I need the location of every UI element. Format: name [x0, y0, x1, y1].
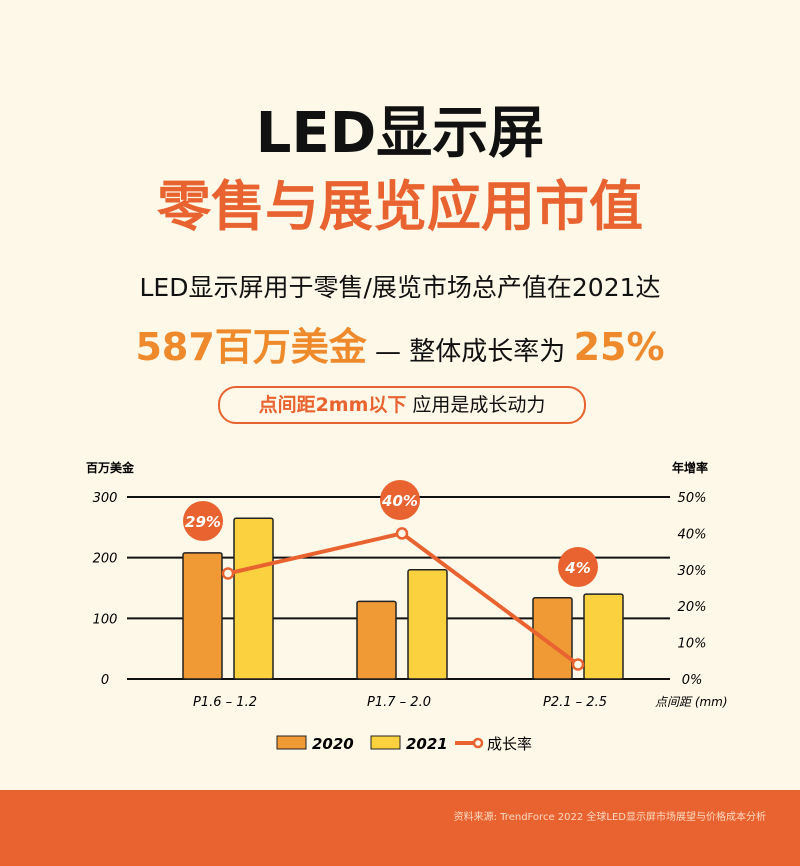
legend-label-2021: 2021 — [406, 735, 448, 753]
y-axis-label: 百万美金 — [86, 460, 135, 475]
growth-point — [395, 527, 409, 540]
y-tick-label: 0 — [101, 673, 109, 688]
y-tick-label: 100 — [93, 612, 118, 627]
bar-2020 — [356, 600, 397, 680]
market-value: 587百万美金 — [135, 325, 367, 369]
x-tick-label: P1.6 – 1.2 — [193, 695, 257, 710]
summary-mid: — 整体成长率为 — [366, 337, 574, 367]
growth-line — [227, 531, 580, 667]
subtitle: 零售与展览应用市值 — [157, 175, 643, 238]
x-tick-label: P1.7 – 2.0 — [367, 695, 431, 710]
y2-tick-label: 40% — [678, 527, 707, 542]
legend-swatch-2021 — [370, 735, 401, 750]
x-axis-label: 点间距 (mm) — [655, 695, 728, 709]
bar-2021 — [233, 517, 274, 680]
pill-rest: 应用是成长动力 — [406, 394, 546, 416]
growth-label: 29% — [185, 513, 221, 531]
legend-marker — [472, 737, 484, 749]
highlight-pill: 点间距2mm以下 应用是成长动力 — [218, 386, 586, 424]
growth-label: 4% — [564, 559, 590, 577]
summary-figures: 587百万美金 — 整体成长率为 25% — [0, 316, 800, 371]
growth-point — [571, 658, 585, 671]
growth-label-bubble — [380, 480, 420, 520]
x-tick-label: P2.1 – 2.5 — [543, 695, 607, 710]
pill-highlight: 点间距2mm以下 — [258, 394, 407, 416]
growth-point — [221, 567, 235, 580]
y2-axis-label: 年增率 — [672, 460, 708, 475]
legend-label-2020: 2020 — [312, 735, 354, 753]
bar-2020 — [182, 552, 223, 680]
bar-2021 — [407, 569, 448, 680]
title: LED显示屏 — [255, 101, 545, 166]
summary-line: LED显示屏用于零售/展览市场总产值在2021达 — [139, 273, 661, 302]
y2-tick-label: 30% — [678, 564, 707, 579]
y-tick-label: 300 — [93, 491, 118, 506]
chart: 百万美金 年增率 点间距 (mm) 0 100 200 300 0% 10% 20% 30% 4… — [86, 460, 728, 753]
y-tick-label: 200 — [93, 552, 118, 567]
y2-tick-label: 50% — [678, 491, 707, 506]
growth-label-bubble — [183, 501, 223, 541]
y2-tick-label: 20% — [678, 600, 707, 615]
y2-tick-label: 10% — [678, 637, 707, 652]
source-note: 资料来源: TrendForce 2022 全球LED显示屏市场展望与价格成本分… — [453, 812, 766, 823]
footer-band — [0, 790, 800, 866]
bar-2021 — [583, 593, 624, 680]
y2-tick-label: 0% — [682, 673, 703, 688]
growth-label-bubble — [558, 547, 598, 587]
legend-swatch-2020 — [276, 735, 307, 750]
legend-label-growth: 成长率 — [487, 735, 532, 753]
growth-label: 40% — [381, 492, 418, 510]
bar-2020 — [532, 596, 573, 680]
growth-rate: 25% — [573, 325, 665, 369]
